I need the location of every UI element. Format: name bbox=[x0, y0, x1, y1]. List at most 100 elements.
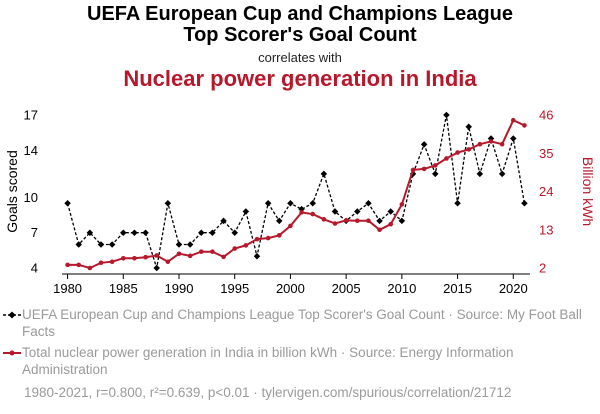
goals-point-2020 bbox=[510, 135, 517, 142]
goals-point-2000 bbox=[287, 200, 294, 207]
x-tick-label-2005: 2005 bbox=[332, 281, 361, 296]
goals-point-1987 bbox=[142, 229, 149, 236]
correlates-with-label: correlates with bbox=[258, 50, 342, 65]
x-tick-label-1980: 1980 bbox=[53, 281, 82, 296]
nuclear-point-2018 bbox=[488, 139, 494, 144]
nuclear-point-1994 bbox=[221, 254, 226, 260]
nuclear-point-1992 bbox=[198, 249, 204, 254]
nuclear-point-1996 bbox=[243, 243, 249, 248]
nuclear-point-2005 bbox=[343, 218, 349, 223]
axes-layer: 1980 1985 1990 1995 2000 2005 2010 2015 2020 4 7 10… bbox=[4, 108, 596, 297]
nuclear-point-2014 bbox=[444, 156, 449, 161]
goals-point-1996 bbox=[242, 208, 250, 215]
goals-point-2002 bbox=[309, 200, 316, 207]
nuclear-point-2012 bbox=[421, 166, 427, 172]
nuclear-point-2019 bbox=[499, 141, 505, 147]
nuclear-point-1980 bbox=[65, 262, 70, 268]
legend-goals-swatch bbox=[3, 311, 21, 319]
goals-point-2015 bbox=[454, 200, 461, 207]
nuclear-point-1995 bbox=[232, 246, 238, 251]
x-tick-label-2000: 2000 bbox=[276, 281, 305, 296]
goals-point-2014 bbox=[443, 111, 450, 119]
legend-nuclear-label: Total nuclear power generation in India … bbox=[22, 345, 514, 377]
y-tick-label-4: 4 bbox=[31, 261, 38, 276]
nuclear-point-2013 bbox=[432, 163, 438, 168]
goals-point-1984 bbox=[108, 241, 116, 248]
nuclear-point-2015 bbox=[455, 150, 460, 155]
y2-tick-label-13: 13 bbox=[539, 222, 553, 237]
goals-point-2016 bbox=[465, 123, 472, 131]
x-tick-label-2020: 2020 bbox=[499, 281, 528, 296]
nuclear-point-2006 bbox=[354, 218, 360, 224]
nuclear-point-2009 bbox=[388, 221, 394, 227]
goals-point-1986 bbox=[131, 229, 138, 236]
goals-point-1995 bbox=[231, 229, 238, 236]
nuclear-point-1989 bbox=[165, 259, 171, 265]
chart-footer: 1980-2021, r=0.800, r²=0.639, p<0.01 · t… bbox=[24, 385, 512, 400]
x-tick-label-1985: 1985 bbox=[109, 281, 138, 296]
y2-tick-label-35: 35 bbox=[539, 146, 553, 161]
goals-point-2012 bbox=[420, 141, 428, 148]
chart-title-line1: UEFA European Cup and Champions League bbox=[87, 3, 513, 25]
nuclear-point-1993 bbox=[210, 249, 215, 254]
goals-point-2013 bbox=[432, 170, 439, 178]
goals-point-1980 bbox=[64, 200, 71, 207]
nuclear-point-2011 bbox=[410, 167, 416, 173]
y2-tick-label-46: 46 bbox=[539, 108, 553, 123]
goals-point-2007 bbox=[365, 200, 372, 207]
y2-tick-label-2: 2 bbox=[539, 261, 546, 276]
nuclear-point-2002 bbox=[310, 211, 316, 217]
y2-tick-label-24: 24 bbox=[539, 184, 553, 199]
goals-point-1994 bbox=[220, 217, 227, 225]
nuclear-point-2016 bbox=[466, 147, 472, 152]
goals-point-2021 bbox=[521, 200, 528, 207]
goals-point-2017 bbox=[476, 170, 484, 178]
goals-point-2009 bbox=[387, 208, 394, 215]
goals-point-2019 bbox=[498, 170, 506, 178]
nuclear-point-2017 bbox=[477, 141, 483, 147]
second-series-title: Nuclear power generation in India bbox=[123, 66, 477, 91]
nuclear-series bbox=[65, 117, 527, 271]
legend-goals-label: UEFA European Cup and Champions League T… bbox=[22, 307, 582, 339]
legend-nuclear-swatch bbox=[3, 350, 21, 356]
nuclear-point-2000 bbox=[288, 223, 293, 229]
nuclear-point-2007 bbox=[366, 218, 371, 224]
goals-point-1998 bbox=[264, 200, 272, 207]
nuclear-point-1999 bbox=[276, 233, 282, 238]
goals-point-1999 bbox=[276, 217, 283, 225]
y-tick-label-14: 14 bbox=[24, 143, 38, 158]
goals-point-1993 bbox=[209, 229, 216, 236]
x-tick-label-1995: 1995 bbox=[220, 281, 249, 296]
nuclear-point-1991 bbox=[187, 253, 193, 259]
nuclear-point-1984 bbox=[109, 259, 115, 265]
goals-series bbox=[64, 111, 528, 272]
nuclear-point-1990 bbox=[176, 251, 182, 257]
goals-point-1992 bbox=[198, 229, 205, 236]
y2-axis-label: Billion kWh bbox=[580, 157, 596, 226]
nuclear-point-1981 bbox=[76, 262, 82, 268]
nuclear-point-1985 bbox=[120, 255, 126, 261]
goals-point-2003 bbox=[320, 170, 328, 178]
x-tick-label-2015: 2015 bbox=[443, 281, 472, 296]
y-tick-label-10: 10 bbox=[24, 190, 38, 205]
nuclear-point-1988 bbox=[154, 253, 160, 258]
nuclear-point-2010 bbox=[399, 202, 405, 207]
goals-point-1989 bbox=[164, 200, 172, 207]
goals-point-2004 bbox=[331, 208, 339, 215]
nuclear-point-1982 bbox=[87, 265, 93, 271]
goals-point-1991 bbox=[186, 241, 194, 248]
nuclear-point-1986 bbox=[132, 255, 137, 261]
nuclear-point-1997 bbox=[254, 236, 260, 242]
y-tick-label-17: 17 bbox=[24, 108, 38, 123]
nuclear-point-2020 bbox=[510, 117, 516, 123]
nuclear-point-1987 bbox=[143, 254, 148, 260]
nuclear-point-2003 bbox=[321, 217, 327, 222]
y-tick-label-7: 7 bbox=[31, 225, 38, 240]
chart-title-line2: Top Scorer's Goal Count bbox=[183, 24, 417, 46]
goals-point-1997 bbox=[253, 252, 261, 260]
nuclear-point-2008 bbox=[377, 227, 382, 233]
x-tick-label-1990: 1990 bbox=[165, 281, 194, 296]
goals-point-1985 bbox=[120, 229, 127, 236]
goals-point-1982 bbox=[86, 229, 94, 236]
